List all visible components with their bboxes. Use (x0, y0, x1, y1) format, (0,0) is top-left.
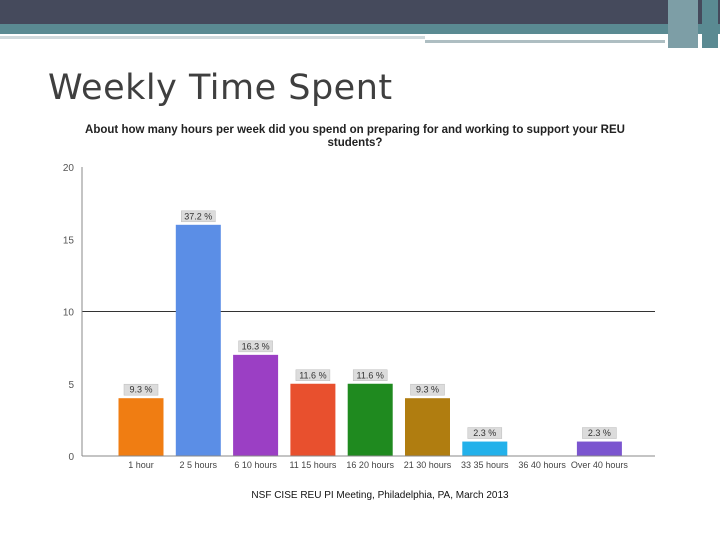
x-tick-label: 2 5 hours (180, 460, 218, 470)
data-label: 2.3 % (473, 428, 496, 438)
bar (233, 354, 279, 456)
bar (175, 224, 221, 456)
y-tick-label: 0 (68, 452, 74, 463)
chart-title: About how many hours per week did you sp… (85, 124, 625, 149)
slide-footer: NSF CISE REU PI Meeting, Philadelphia, P… (251, 490, 509, 501)
data-label-box (238, 340, 273, 353)
accent-line (0, 36, 425, 39)
data-label-box (582, 427, 617, 439)
y-tick-label: 5 (68, 380, 74, 391)
data-label-box (467, 427, 503, 439)
bar (576, 441, 622, 456)
x-tick-label: 21 30 hours (404, 460, 452, 470)
data-label: 11.6 % (299, 370, 326, 380)
bar (347, 383, 393, 456)
top-stripe (0, 24, 720, 34)
data-label-box (410, 383, 445, 396)
slide-title: Weekly Time Spent (48, 68, 393, 108)
bar (290, 383, 336, 456)
y-tick-label: 20 (63, 163, 75, 174)
data-label: 9.3 % (416, 385, 439, 395)
top-bar (0, 0, 720, 24)
corner-block-2 (702, 0, 718, 48)
data-label: 37.2 % (184, 211, 212, 221)
x-tick-label: 6 10 hours (234, 460, 277, 470)
data-label-box (295, 369, 331, 381)
data-label: 9.3 % (129, 385, 152, 395)
data-label-box (181, 210, 216, 223)
data-label: 11.6 % (357, 370, 384, 380)
bar (118, 398, 164, 456)
bar (405, 398, 450, 456)
data-label-box (352, 369, 388, 381)
bar-chart: 0 5 10 15 20 9.3 % 37.2 % 16.3 % 11.6 % 11.6 % 9.… (63, 163, 655, 470)
x-tick-label: 16 20 hours (346, 460, 394, 470)
y-tick-label: 10 (63, 308, 75, 319)
data-label-box (123, 383, 159, 396)
accent-line-right (425, 40, 665, 43)
corner-block (668, 0, 698, 48)
data-label: 2.3 % (588, 428, 611, 438)
data-label: 16.3 % (242, 341, 270, 351)
x-tick-label: 1 hour (128, 460, 154, 470)
y-tick-label: 15 (63, 235, 75, 246)
x-tick-label: Over 40 hours (571, 460, 629, 470)
bar (462, 441, 508, 456)
x-tick-label: 11 15 hours (289, 460, 336, 470)
x-tick-label: 36 40 hours (518, 460, 566, 470)
x-tick-label: 33 35 hours (461, 460, 509, 470)
